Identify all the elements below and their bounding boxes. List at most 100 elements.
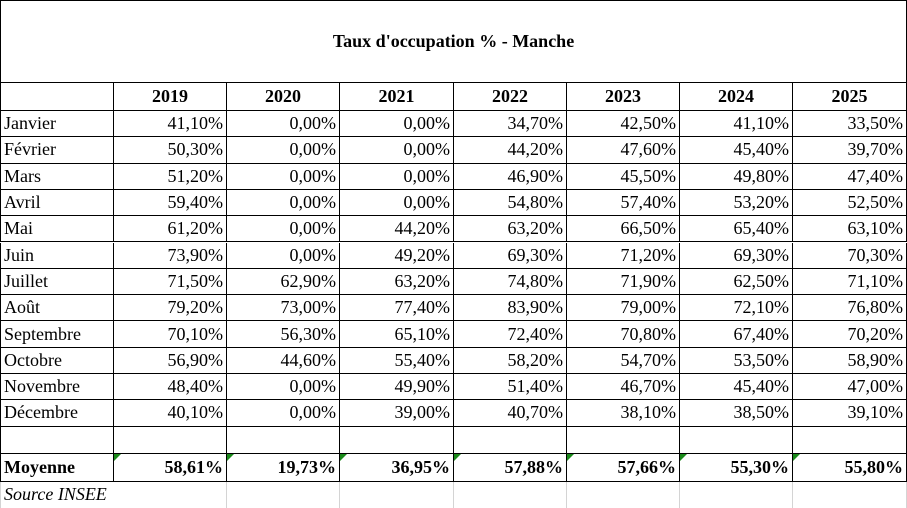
value-cell: 49,80% [680,163,793,190]
value-cell: 40,10% [114,400,227,427]
value-cell: 44,20% [340,216,454,243]
value-cell: 48,40% [114,374,227,401]
value-cell: 0,00% [227,400,340,427]
value-cell: 0,00% [227,242,340,269]
empty-cell [227,426,340,454]
column-header: 2023 [567,82,680,111]
row-label: Juillet [0,268,114,296]
value-cell: 79,00% [567,295,680,322]
row-label: Mai [0,216,114,243]
value-cell: 53,20% [680,189,793,217]
value-cell: 0,00% [227,163,340,190]
value-cell: 56,90% [114,347,227,374]
error-indicator [567,453,574,461]
value-cell: 39,10% [793,400,907,427]
value-cell: 0,00% [340,189,454,217]
column-header: 2019 [114,82,227,111]
value-cell: 33,50% [793,111,907,138]
row-label: Janvier [0,111,114,138]
value-cell: 47,00% [793,374,907,401]
value-cell: 67,40% [680,321,793,348]
row-label: Novembre [0,374,114,401]
empty-cell [680,426,793,454]
value-cell: 45,50% [567,163,680,190]
value-cell: 69,30% [680,242,793,269]
error-indicator [680,453,687,461]
value-cell: 62,50% [680,268,793,296]
value-cell: 46,70% [567,374,680,401]
value-cell: 51,20% [114,163,227,190]
average-cell: 58,61% [114,453,227,482]
value-cell: 70,10% [114,321,227,348]
source-note: Source INSEE [0,481,114,508]
value-cell: 38,50% [680,400,793,427]
row-label: Août [0,295,114,322]
column-header: 2020 [227,82,340,111]
value-cell: 54,70% [567,347,680,374]
value-cell: 72,10% [680,295,793,322]
empty-cell [680,481,793,508]
value-cell: 69,30% [454,242,567,269]
value-cell: 70,30% [793,242,907,269]
value-cell: 0,00% [227,137,340,164]
value-cell: 45,40% [680,374,793,401]
row-label: Juin [0,242,114,269]
value-cell: 0,00% [227,374,340,401]
value-cell: 71,10% [793,268,907,296]
row-label: Octobre [0,347,114,374]
average-cell: 36,95% [340,453,454,482]
value-cell: 79,20% [114,295,227,322]
average-cell: 55,30% [680,453,793,482]
empty-cell [454,426,567,454]
row-label: Février [0,137,114,164]
value-cell: 45,40% [680,137,793,164]
value-cell: 44,20% [454,137,567,164]
value-cell: 34,70% [454,111,567,138]
value-cell: 63,10% [793,216,907,243]
empty-cell [793,426,907,454]
empty-cell [0,426,114,454]
value-cell: 0,00% [340,111,454,138]
column-header: 2022 [454,82,567,111]
value-cell: 41,10% [114,111,227,138]
value-cell: 54,80% [454,189,567,217]
value-cell: 44,60% [227,347,340,374]
value-cell: 77,40% [340,295,454,322]
value-cell: 61,20% [114,216,227,243]
value-cell: 47,60% [567,137,680,164]
value-cell: 66,50% [567,216,680,243]
average-cell: 55,80% [793,453,907,482]
value-cell: 65,10% [340,321,454,348]
value-cell: 76,80% [793,295,907,322]
column-header: 2021 [340,82,454,111]
value-cell: 71,50% [114,268,227,296]
value-cell: 53,50% [680,347,793,374]
value-cell: 58,20% [454,347,567,374]
value-cell: 59,40% [114,189,227,217]
average-cell: 57,66% [567,453,680,482]
value-cell: 40,70% [454,400,567,427]
error-indicator [793,453,800,461]
value-cell: 73,00% [227,295,340,322]
value-cell: 70,80% [567,321,680,348]
empty-cell [227,481,340,508]
value-cell: 71,90% [567,268,680,296]
row-label: Avril [0,189,114,217]
error-indicator [454,453,461,461]
value-cell: 83,90% [454,295,567,322]
value-cell: 42,50% [567,111,680,138]
value-cell: 73,90% [114,242,227,269]
table-title: Taux d'occupation % - Manche [0,0,907,83]
value-cell: 65,40% [680,216,793,243]
value-cell: 39,70% [793,137,907,164]
value-cell: 0,00% [340,163,454,190]
value-cell: 46,90% [454,163,567,190]
average-cell: 57,88% [454,453,567,482]
value-cell: 52,50% [793,189,907,217]
value-cell: 72,40% [454,321,567,348]
value-cell: 0,00% [227,111,340,138]
empty-cell [114,426,227,454]
empty-cell [340,426,454,454]
value-cell: 0,00% [227,189,340,217]
